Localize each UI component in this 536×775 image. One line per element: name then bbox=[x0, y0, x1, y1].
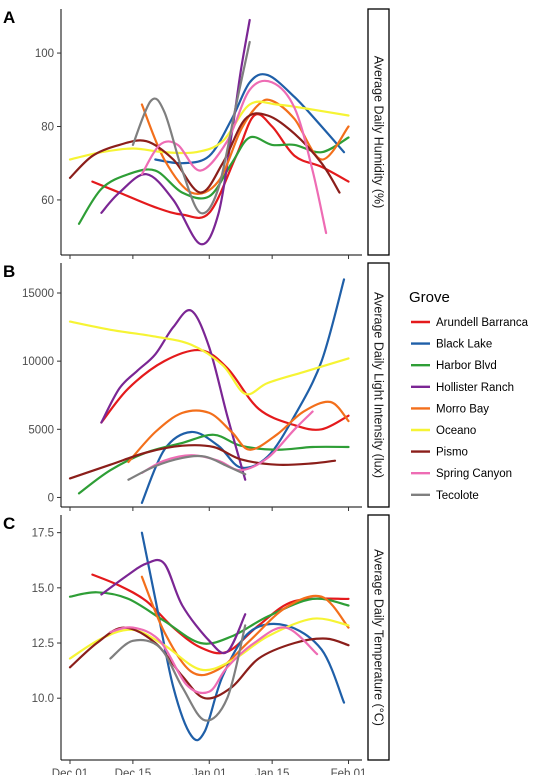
legend-label: Morro Bay bbox=[436, 403, 489, 415]
panel-A: A 60 80 100 Average Daily Humidity (%) bbox=[3, 8, 390, 259]
series-line-harbor-blvd bbox=[77, 433, 350, 495]
legend-item: Pismo bbox=[411, 447, 468, 459]
series-line-arundell-barranca bbox=[91, 573, 350, 655]
legend-item: Tecolote bbox=[411, 490, 479, 502]
series-line-spring-canyon bbox=[109, 626, 319, 695]
y-tick-label: 15000 bbox=[22, 288, 54, 300]
series-line-tecolote bbox=[131, 40, 251, 215]
legend-label: Arundell Barranca bbox=[436, 317, 529, 329]
series-group bbox=[68, 531, 350, 742]
panel-C: C 10.0 12.5 15.0 17.5 Dec 01 Dec 15 Jan 01 Jan 1… bbox=[3, 514, 390, 775]
series-line-spring-canyon bbox=[140, 79, 328, 235]
legend-label: Oceano bbox=[436, 425, 476, 437]
y-tick-label: 80 bbox=[41, 121, 54, 133]
series-line-tecolote bbox=[109, 624, 247, 722]
legend-item: Spring Canyon bbox=[411, 468, 512, 480]
legend: Grove Arundell Barranca Black Lake Harbor B… bbox=[409, 289, 529, 502]
series-line-oceano bbox=[68, 100, 350, 161]
strip-label: Average Daily Light Intensity (lux) bbox=[372, 292, 386, 478]
legend-label: Harbor Blvd bbox=[436, 360, 497, 372]
series-line-pismo bbox=[68, 444, 337, 480]
series-line-pismo bbox=[68, 112, 341, 194]
x-tick-label: Dec 15 bbox=[115, 768, 151, 775]
legend-title: Grove bbox=[409, 289, 450, 306]
strip-label: Average Daily Humidity (%) bbox=[372, 56, 386, 209]
series-group bbox=[68, 18, 350, 246]
panel-letter: C bbox=[3, 514, 15, 533]
legend-item: Morro Bay bbox=[411, 403, 489, 415]
y-tick-label: 60 bbox=[41, 195, 54, 207]
y-tick-label: 5000 bbox=[28, 424, 54, 436]
x-tick-label: Dec 01 bbox=[52, 768, 88, 775]
legend-item: Hollister Ranch bbox=[411, 382, 514, 394]
panel-letter: B bbox=[3, 262, 15, 281]
series-line-arundell-barranca bbox=[100, 348, 350, 431]
legend-label: Pismo bbox=[436, 447, 468, 459]
strip-box bbox=[367, 8, 390, 256]
series-group bbox=[68, 278, 350, 504]
strip-box bbox=[367, 262, 390, 508]
series-line-hollister-ranch bbox=[100, 558, 247, 655]
legend-item: Harbor Blvd bbox=[411, 360, 497, 372]
series-line-morro-bay bbox=[140, 98, 350, 196]
legend-item: Oceano bbox=[411, 425, 476, 437]
series-line-black-lake bbox=[140, 531, 346, 742]
panels: A 60 80 100 Average Daily Humidity (%) B 0 5000… bbox=[3, 8, 390, 775]
legend-label: Spring Canyon bbox=[436, 468, 512, 480]
series-line-morro-bay bbox=[127, 400, 350, 464]
panel-B: B 0 5000 10000 15000 Average Daily Light Inte… bbox=[3, 262, 390, 511]
y-tick-label: 17.5 bbox=[32, 528, 54, 540]
series-line-harbor-blvd bbox=[68, 591, 350, 645]
y-tick-label: 15.0 bbox=[32, 583, 54, 595]
legend-item: Arundell Barranca bbox=[411, 317, 529, 329]
series-line-pismo bbox=[68, 626, 350, 700]
series-line-oceano bbox=[68, 617, 350, 672]
series-line-hollister-ranch bbox=[100, 18, 251, 246]
legend-label: Tecolote bbox=[436, 490, 479, 502]
strip-label: Average Daily Temperature (°C) bbox=[372, 549, 386, 726]
y-tick-label: 0 bbox=[48, 492, 54, 504]
series-line-morro-bay bbox=[140, 575, 350, 677]
strip-box bbox=[367, 514, 390, 761]
y-tick-label: 10000 bbox=[22, 356, 54, 368]
series-line-tecolote bbox=[127, 454, 247, 481]
y-tick-label: 10.0 bbox=[32, 693, 54, 705]
x-tick-label: Jan 01 bbox=[192, 768, 227, 775]
y-tick-label: 100 bbox=[35, 48, 54, 60]
legend-label: Black Lake bbox=[436, 339, 492, 351]
legend-label: Hollister Ranch bbox=[436, 382, 514, 394]
series-line-oceano bbox=[68, 320, 350, 396]
x-tick-label: Jan 15 bbox=[255, 768, 290, 775]
series-line-hollister-ranch bbox=[100, 309, 247, 481]
legend-item: Black Lake bbox=[411, 339, 492, 351]
y-tick-label: 12.5 bbox=[32, 638, 54, 650]
x-tick-label: Feb 01 bbox=[331, 768, 367, 775]
panel-letter: A bbox=[3, 8, 15, 27]
